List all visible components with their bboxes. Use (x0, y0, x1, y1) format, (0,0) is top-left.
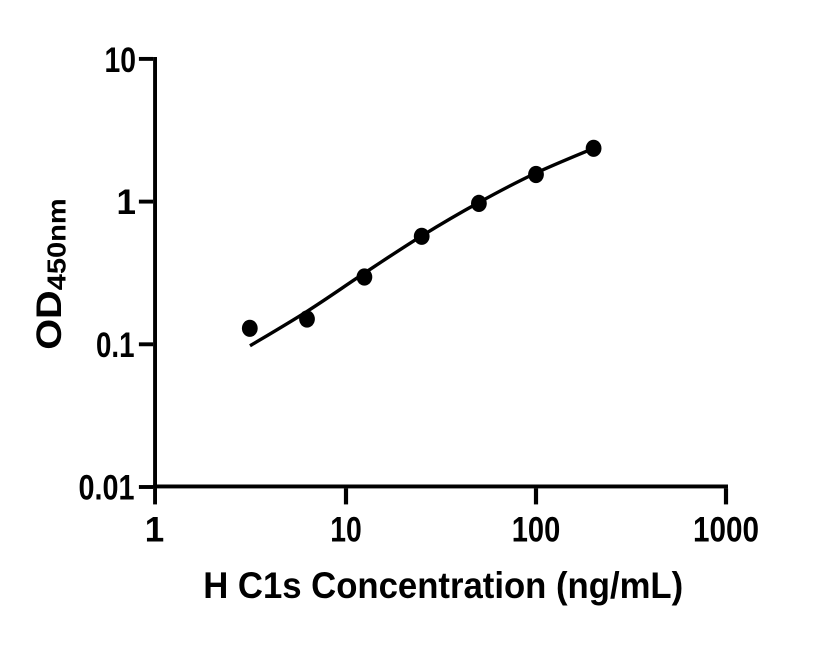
svg-text:10: 10 (105, 41, 137, 80)
svg-text:10: 10 (330, 511, 362, 550)
svg-text:0.1: 0.1 (96, 326, 135, 365)
svg-text:100: 100 (512, 511, 561, 550)
svg-text:450nm: 450nm (42, 198, 72, 290)
svg-text:1: 1 (117, 183, 136, 222)
svg-text:1000: 1000 (693, 511, 759, 550)
svg-text:H C1s Concentration (ng/mL): H C1s Concentration (ng/mL) (203, 565, 683, 606)
svg-text:OD: OD (30, 290, 69, 350)
svg-text:1: 1 (145, 511, 164, 550)
svg-text:0.01: 0.01 (79, 468, 135, 507)
